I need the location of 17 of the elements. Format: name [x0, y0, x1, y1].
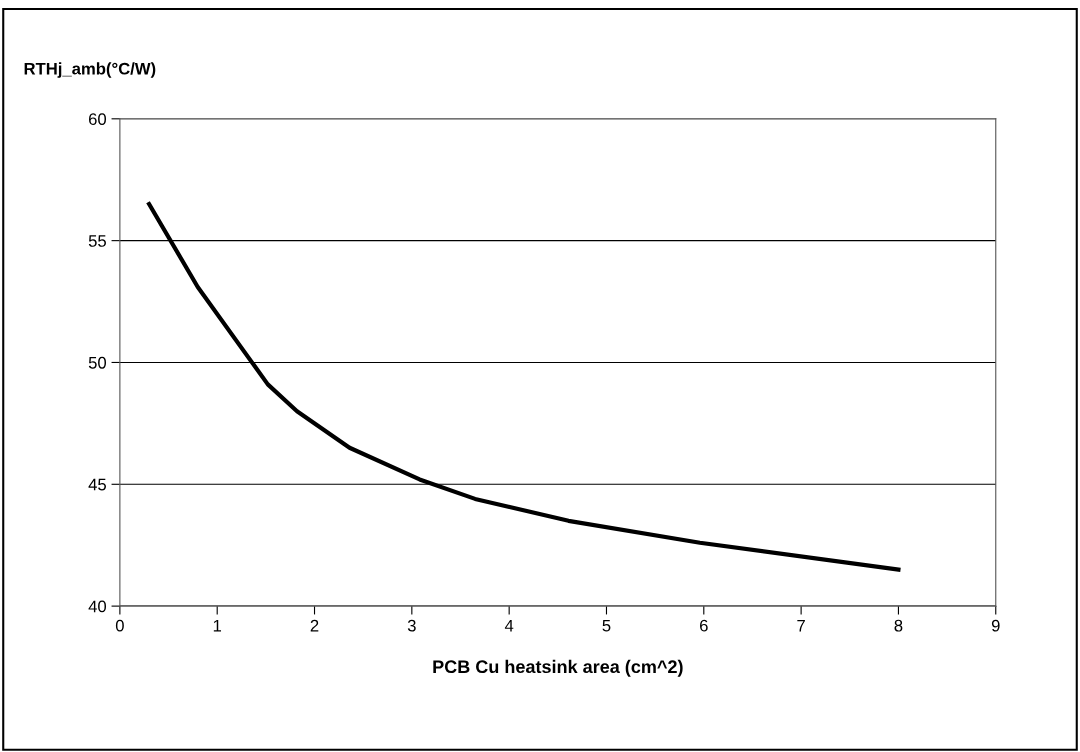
- x-tick-label: 9: [991, 619, 1000, 632]
- y-tick-label: 50: [88, 356, 107, 369]
- y-tick-label: 40: [88, 600, 107, 613]
- x-tick-label: 6: [700, 619, 708, 632]
- y-tick-label: 55: [88, 235, 106, 247]
- x-tick-label: 7: [797, 619, 805, 632]
- x-tick-label: 4: [504, 619, 514, 632]
- x-tick-label: 1: [213, 619, 222, 632]
- x-axis-title: PCB Cu heatsink area (cm^2): [433, 659, 683, 677]
- x-tick-label: 2: [310, 619, 319, 632]
- x-tick-label: 5: [602, 619, 611, 632]
- y-axis-title: RTHj_amb(°C/W): [24, 62, 156, 78]
- x-tick-label: 3: [407, 619, 416, 632]
- x-tick-label: 8: [894, 619, 903, 632]
- y-tick-label: 60: [89, 113, 107, 126]
- x-tick-label: 0: [115, 619, 124, 632]
- y-tick-label: 45: [88, 478, 106, 491]
